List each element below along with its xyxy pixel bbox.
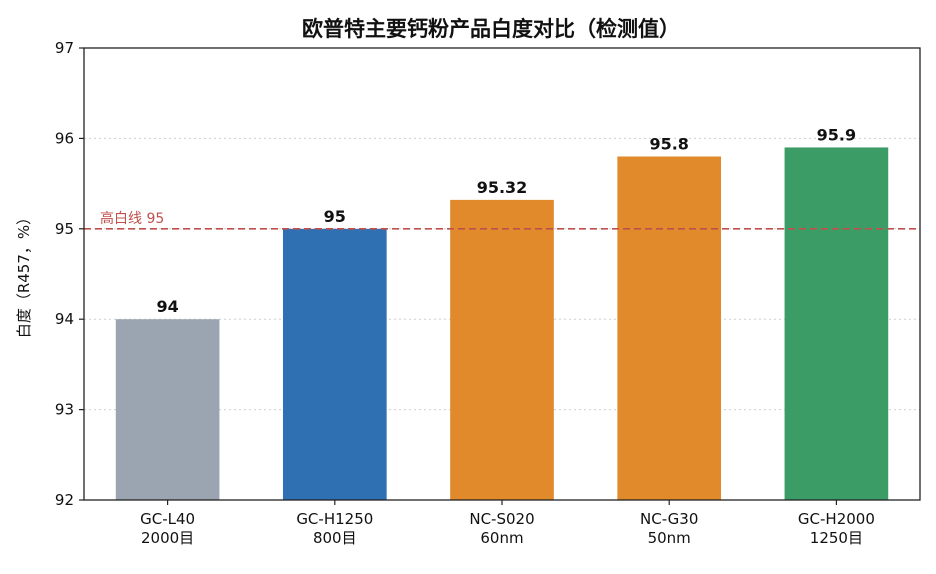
y-axis-ticks: 92 93 94 95 96 97	[55, 39, 84, 509]
x-tick-label: NC-S020	[469, 510, 534, 528]
reference-line-group: 高白线 95	[84, 210, 920, 230]
bar-value-label: 95	[324, 207, 346, 226]
y-tick-label: 93	[55, 401, 74, 419]
bar	[617, 156, 722, 501]
bar	[282, 228, 387, 501]
reference-line-label: 高白线 95	[100, 210, 164, 227]
y-tick-label: 96	[55, 129, 74, 147]
bar	[115, 319, 220, 500]
chart-title: 欧普特主要钙粉产品白度对比（检测值）	[302, 17, 680, 41]
y-tick-label: 92	[55, 491, 74, 509]
bar-value-label: 95.8	[649, 134, 688, 153]
x-tick-label: 800目	[313, 529, 357, 547]
bar	[450, 199, 554, 500]
x-tick-label: NC-G30	[640, 510, 698, 528]
bar-value-label: 95.32	[477, 178, 528, 197]
bar-value-label: 94	[156, 297, 178, 316]
y-tick-label: 95	[55, 220, 74, 238]
y-tick-label: 94	[55, 310, 74, 328]
bar	[784, 147, 889, 500]
x-tick-label: 50nm	[648, 529, 691, 547]
x-tick-label: GC-H1250	[296, 510, 373, 528]
x-tick-label: 60nm	[480, 529, 523, 547]
y-axis-label: 白度（R457，%）	[15, 210, 33, 338]
x-tick-label: GC-L40	[140, 510, 195, 528]
x-tick-label: 1250目	[810, 529, 863, 547]
bars: 94 95 95.32 95.8 95.9	[115, 125, 889, 501]
y-tick-label: 97	[55, 39, 74, 57]
x-tick-label: GC-H2000	[798, 510, 875, 528]
x-tick-label: 2000目	[141, 529, 194, 547]
bar-value-label: 95.9	[817, 125, 856, 144]
